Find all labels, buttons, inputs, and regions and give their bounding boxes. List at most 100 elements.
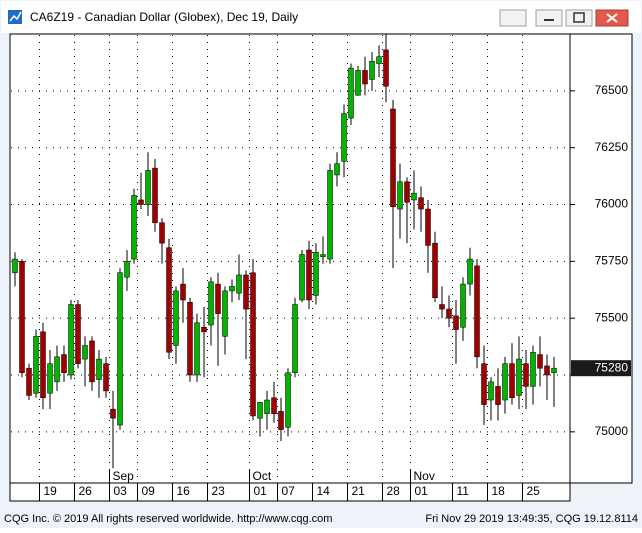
candle-body — [488, 381, 494, 401]
candle-body — [327, 170, 333, 260]
link-button[interactable] — [499, 9, 527, 27]
window-title: CA6Z19 - Canadian Dollar (Globex), Dec 1… — [30, 10, 298, 24]
x-tick-label: 03 — [114, 484, 128, 498]
candle-body — [341, 113, 347, 162]
candle-body — [201, 327, 207, 333]
candle-body — [292, 304, 298, 373]
y-tick-label: 76250 — [595, 140, 629, 154]
month-label: Nov — [414, 469, 435, 483]
candle-body — [75, 304, 81, 364]
candle-body — [61, 354, 67, 373]
candle-body — [467, 258, 473, 285]
y-tick-label: 76000 — [595, 197, 629, 211]
candle-body — [320, 254, 326, 258]
date-axis — [9, 482, 571, 502]
minimize-button[interactable] — [535, 9, 563, 27]
candle-body — [33, 336, 39, 394]
candle-body — [537, 354, 543, 369]
x-tick-label: 28 — [387, 484, 401, 498]
candle-body — [117, 272, 123, 426]
candle-body — [439, 304, 445, 310]
candle-body — [453, 315, 459, 330]
candle-body — [516, 358, 522, 396]
candle-body — [313, 251, 319, 296]
candle-body — [229, 286, 235, 292]
candle-body — [236, 274, 242, 294]
candle-body — [54, 356, 60, 383]
x-tick-label: 18 — [492, 484, 506, 498]
candle-body — [530, 352, 536, 387]
candle-body — [131, 195, 137, 260]
candle-body — [306, 249, 312, 301]
candle-body — [348, 67, 354, 119]
candle-body — [376, 56, 382, 64]
candle-body — [502, 363, 508, 401]
candle-body — [285, 372, 291, 428]
candle-body — [145, 170, 151, 205]
candle-body — [390, 108, 396, 208]
candle-body — [446, 308, 452, 319]
candle-body — [432, 242, 438, 298]
candle-body — [103, 363, 109, 392]
y-tick-label: 75750 — [595, 254, 629, 268]
candle-body — [425, 208, 431, 246]
last-price-box — [571, 360, 631, 377]
candle-body — [523, 363, 529, 387]
candle-body — [397, 181, 403, 210]
candle-body — [89, 340, 95, 383]
x-tick-label: 21 — [352, 484, 366, 498]
candle-body — [187, 302, 193, 376]
x-tick-label: 16 — [177, 484, 191, 498]
candle-body — [124, 261, 130, 278]
x-tick-label: 09 — [142, 484, 156, 498]
candle-body — [418, 197, 424, 210]
candle-body — [509, 363, 515, 398]
candle-body — [257, 402, 263, 419]
timestamp: Fri Nov 29 2019 13:49:35, CQG 19.12.8114 — [425, 513, 638, 525]
copyright: CQG Inc. © 2019 All rights reserved worl… — [4, 513, 332, 525]
candle-body — [544, 365, 550, 376]
x-tick-label: 19 — [44, 484, 58, 498]
candle-body — [138, 199, 144, 205]
candle-body — [110, 408, 116, 419]
maximize-button[interactable] — [565, 9, 593, 27]
title-bar — [1, 1, 641, 33]
candle-body — [369, 61, 375, 80]
candle-body — [194, 322, 200, 376]
y-tick-label: 75000 — [595, 424, 629, 438]
x-tick-label: 01 — [254, 484, 268, 498]
month-label: Oct — [253, 469, 272, 483]
candle-body — [19, 261, 25, 373]
y-tick-label: 75500 — [595, 310, 629, 324]
candle-body — [96, 358, 102, 380]
close-glyph — [606, 13, 618, 23]
app-icon-glyph — [9, 11, 22, 22]
candle-body — [474, 265, 480, 358]
candle-body — [180, 283, 186, 301]
candle-body — [68, 304, 74, 376]
candle-body — [460, 283, 466, 328]
candle-body — [208, 281, 214, 326]
candle-body — [222, 290, 228, 337]
candle-body — [334, 163, 340, 176]
candle-body — [551, 367, 557, 373]
candle-body — [411, 192, 417, 201]
candle-body — [40, 331, 46, 398]
price-axis — [569, 33, 633, 484]
candle-body — [404, 181, 410, 203]
candle-body — [215, 283, 221, 314]
candle-body — [355, 70, 361, 96]
candle-body — [278, 411, 284, 430]
y-tick-label: 76500 — [595, 83, 629, 97]
candle-body — [362, 70, 368, 85]
candle-body — [26, 367, 32, 396]
last-price-label: 75280 — [595, 360, 629, 374]
x-tick-label: 25 — [527, 484, 541, 498]
candle-body — [12, 258, 18, 273]
candle-body — [152, 167, 158, 223]
candle-body — [495, 386, 501, 405]
candle-body — [271, 397, 277, 414]
candle-body — [243, 274, 249, 310]
